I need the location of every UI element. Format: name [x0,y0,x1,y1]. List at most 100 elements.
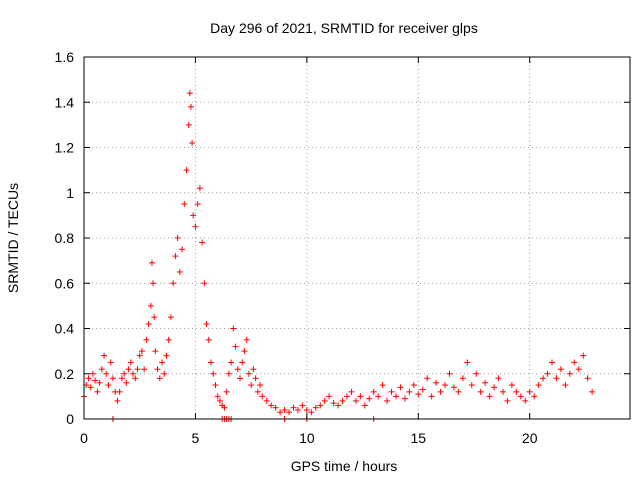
data-point [118,375,125,382]
data-point [176,268,183,275]
data-point [141,366,148,373]
data-point [571,359,578,366]
data-point [482,379,489,386]
data-point [107,359,114,366]
data-point [504,397,511,404]
data-point [352,397,359,404]
data-point [580,352,587,359]
data-point [223,388,230,395]
data-point [294,406,301,413]
data-point [194,201,201,208]
x-tick-label: 10 [299,430,315,446]
data-point [437,388,444,395]
data-points [81,90,596,422]
data-point [181,201,188,208]
data-point [89,370,96,377]
data-point [239,359,246,366]
y-tick-label: 0.8 [55,230,75,246]
data-point [379,382,386,389]
data-point [221,404,228,411]
data-point [370,388,377,395]
data-point [259,393,266,400]
data-point [165,336,172,343]
data-point [156,375,163,382]
data-point [531,393,538,400]
data-point [486,393,493,400]
data-point [121,370,128,377]
data-point [535,382,542,389]
data-point [442,382,449,389]
y-tick-label: 1.4 [55,94,75,110]
data-point [136,352,143,359]
data-point [116,388,123,395]
data-point [495,375,502,382]
data-point [312,404,319,411]
data-point [167,314,174,321]
data-point [553,375,560,382]
y-tick-label: 1.6 [55,49,75,65]
data-point [257,382,264,389]
data-point [208,359,215,366]
data-point [544,370,551,377]
data-point [148,259,155,266]
data-point [212,382,219,389]
data-point [540,375,547,382]
data-point [159,359,165,366]
data-point [98,366,105,373]
data-point [105,382,112,389]
x-axis-label: GPS time / hours [291,458,398,474]
data-point [192,223,199,230]
data-point [589,388,596,395]
data-point [508,382,515,389]
x-tick-label: 5 [192,430,200,446]
data-point [252,375,259,382]
y-tick-label: 1.2 [55,140,75,156]
data-point [330,400,337,407]
data-point [557,366,564,373]
data-point [161,370,168,377]
data-point [281,406,288,413]
data-point [272,404,279,411]
data-point [203,320,210,327]
data-point [248,382,255,389]
data-point [348,388,355,395]
data-point [154,366,161,373]
data-point [522,397,529,404]
data-point [526,388,533,395]
x-tick-label: 20 [522,430,538,446]
data-point [94,388,101,395]
data-point [499,388,506,395]
data-point [147,302,154,309]
data-point [575,366,582,373]
data-point [401,395,408,402]
data-point [419,386,426,393]
data-point [397,384,404,391]
data-point [375,393,382,400]
data-point [254,388,261,395]
data-point [406,388,413,395]
x-tick-label: 15 [410,430,426,446]
data-point [234,366,241,373]
data-point [424,375,431,382]
data-point [243,336,250,343]
data-point [566,370,573,377]
data-point [450,384,457,391]
data-point [170,280,177,287]
data-point [277,409,284,416]
data-point [290,404,297,411]
data-point [361,402,368,409]
data-point [415,391,422,398]
data-point [232,343,239,350]
data-point [303,406,310,413]
data-point [114,397,121,404]
data-point [187,103,194,110]
data-point [152,348,159,355]
data-point [335,402,342,409]
grid [84,57,630,419]
data-point [189,139,196,146]
data-point [225,370,232,377]
data-point [186,90,193,97]
data-point [446,370,453,377]
data-point [343,393,350,400]
